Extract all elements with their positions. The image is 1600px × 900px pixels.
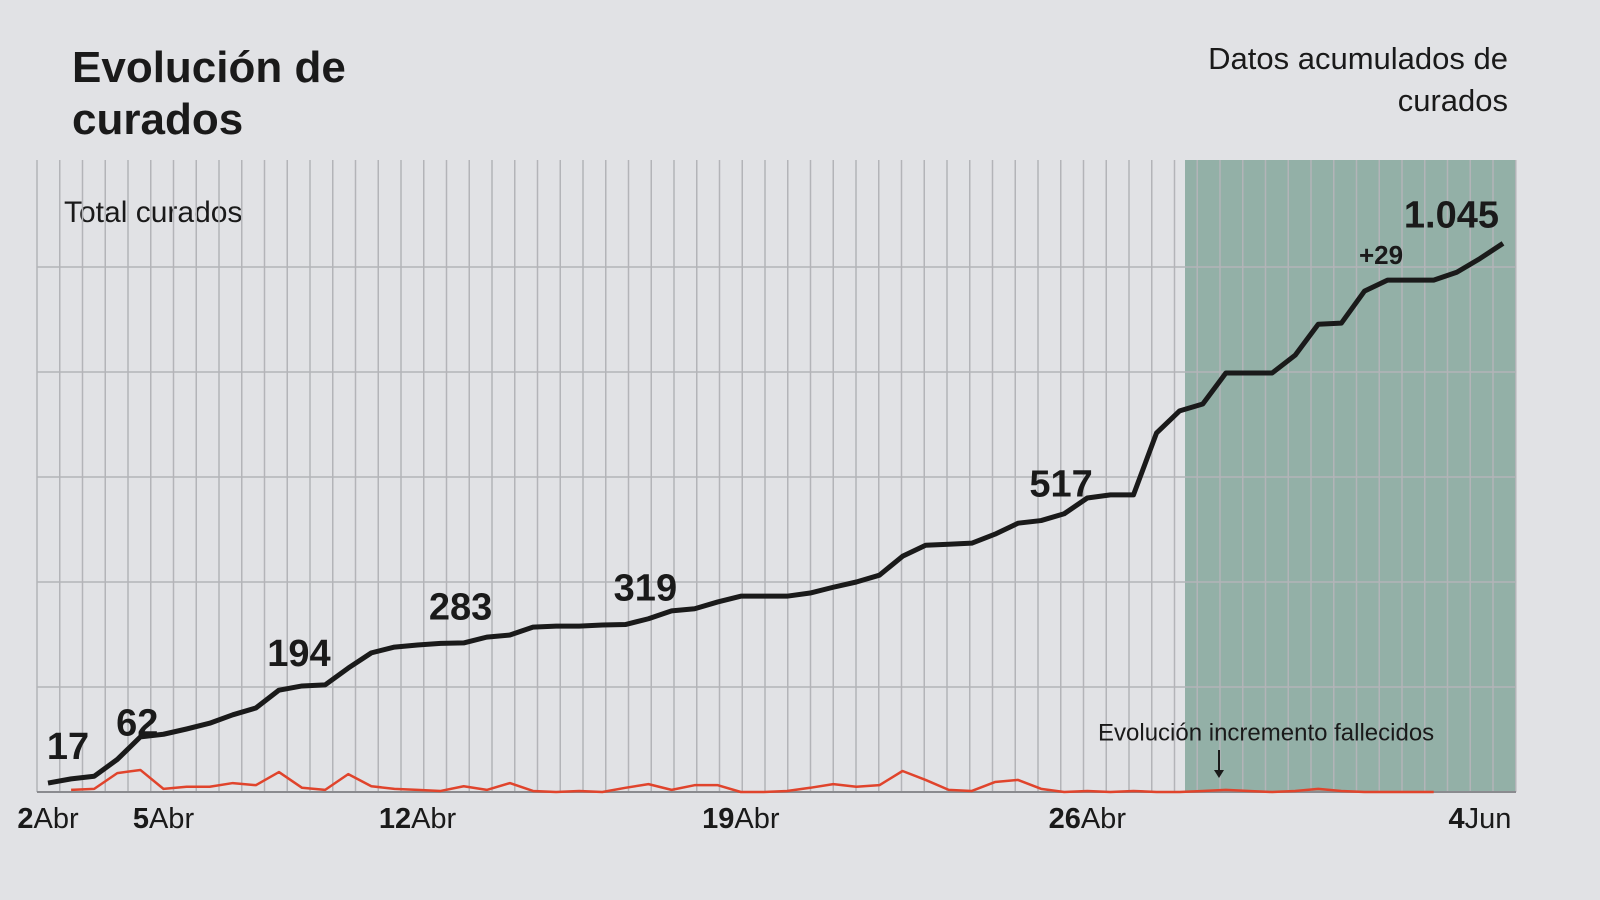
- series-label: Evolución incremento fallecidos: [1098, 719, 1434, 746]
- x-tick-label: 2Abr: [17, 803, 79, 835]
- deaths-line: [71, 768, 1434, 794]
- x-tick-label: 19Abr: [702, 803, 780, 835]
- x-tick-label: 4Jun: [1448, 803, 1511, 835]
- value-label: 517: [1029, 464, 1092, 506]
- y-axis-label: Total curados: [64, 196, 242, 229]
- x-tick-label: 12Abr: [379, 803, 457, 835]
- value-label: 319: [614, 568, 677, 610]
- value-label: 283: [429, 586, 492, 628]
- value-label: 1.045: [1404, 194, 1499, 236]
- highlight-region: [1185, 160, 1516, 792]
- value-label: 17: [47, 726, 89, 768]
- chart-title: Evolución de curados: [72, 43, 346, 144]
- x-tick-label: 5Abr: [133, 803, 195, 835]
- annotation: +29: [1359, 240, 1403, 270]
- x-tick-label: 26Abr: [1049, 803, 1127, 835]
- cured-line: [47, 241, 1505, 786]
- chart-subtitle: Datos acumulados de curados: [1208, 41, 1508, 118]
- value-label: 194: [267, 633, 330, 675]
- value-label: 62: [116, 702, 158, 744]
- annotation-arrowhead: [1214, 770, 1224, 778]
